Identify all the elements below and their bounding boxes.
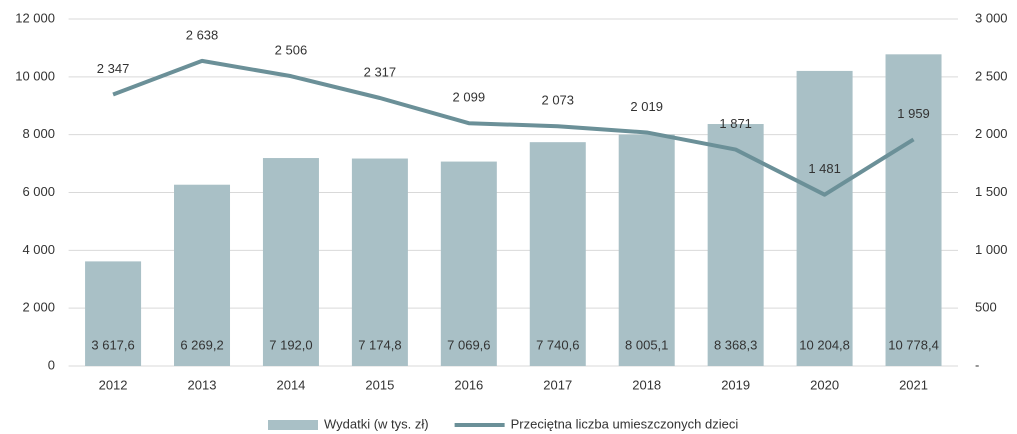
x-tick-label: 2020 <box>810 377 839 392</box>
y2-tick-label: 1 000 <box>975 242 1008 257</box>
y-tick-label: 8 000 <box>22 126 55 141</box>
line-label: 1 871 <box>719 116 752 131</box>
bar-label: 3 617,6 <box>91 337 134 352</box>
x-tick-label: 2016 <box>454 377 483 392</box>
bar <box>529 142 586 366</box>
bar-label: 7 174,8 <box>358 337 401 352</box>
y2-tick-label: - <box>975 357 979 372</box>
bar <box>707 124 764 366</box>
bar <box>351 158 408 366</box>
line-label: 2 506 <box>275 43 308 58</box>
bar <box>796 70 853 367</box>
line-label: 1 959 <box>897 106 930 121</box>
legend-label: Wydatki (w tys. zł) <box>324 416 429 431</box>
bar <box>174 184 231 366</box>
bar <box>85 261 142 366</box>
x-tick-label: 2018 <box>632 377 661 392</box>
y-tick-label: 12 000 <box>15 10 55 25</box>
y2-tick-label: 1 500 <box>975 184 1008 199</box>
x-tick-label: 2017 <box>543 377 572 392</box>
bar-label: 7 069,6 <box>447 337 490 352</box>
line-label: 2 317 <box>364 64 397 79</box>
bar-label: 10 204,8 <box>799 337 850 352</box>
bar-label: 7 192,0 <box>269 337 312 352</box>
x-tick-label: 2014 <box>276 377 305 392</box>
bar-label: 10 778,4 <box>888 337 939 352</box>
y2-tick-label: 2 000 <box>975 126 1008 141</box>
bar-label: 8 368,3 <box>714 337 757 352</box>
x-tick-label: 2021 <box>899 377 928 392</box>
x-tick-label: 2019 <box>721 377 750 392</box>
legend-label: Przeciętna liczba umieszczonych dzieci <box>511 416 739 431</box>
bar <box>618 134 675 366</box>
line-label: 2 019 <box>630 99 663 114</box>
bar <box>885 54 942 367</box>
bar-label: 6 269,2 <box>180 337 223 352</box>
y-tick-label: 0 <box>48 357 55 372</box>
line-label: 2 347 <box>97 61 130 76</box>
line-label: 2 638 <box>186 27 219 42</box>
x-tick-label: 2015 <box>365 377 394 392</box>
x-tick-label: 2013 <box>188 377 217 392</box>
bar <box>262 158 319 366</box>
y-tick-label: 6 000 <box>22 184 55 199</box>
bar-label: 8 005,1 <box>625 337 668 352</box>
y-tick-label: 10 000 <box>15 68 55 83</box>
x-tick-label: 2012 <box>99 377 128 392</box>
legend-swatch <box>268 420 318 430</box>
line-label: 2 073 <box>541 93 574 108</box>
y-tick-label: 4 000 <box>22 242 55 257</box>
bar <box>440 161 497 366</box>
line-label: 1 481 <box>808 161 841 176</box>
y-tick-label: 2 000 <box>22 300 55 315</box>
line <box>112 58 915 197</box>
y2-tick-label: 500 <box>975 300 997 315</box>
y2-tick-label: 3 000 <box>975 10 1008 25</box>
line-label: 2 099 <box>453 90 486 105</box>
bar-label: 7 740,6 <box>536 337 579 352</box>
y2-tick-label: 2 500 <box>975 68 1008 83</box>
